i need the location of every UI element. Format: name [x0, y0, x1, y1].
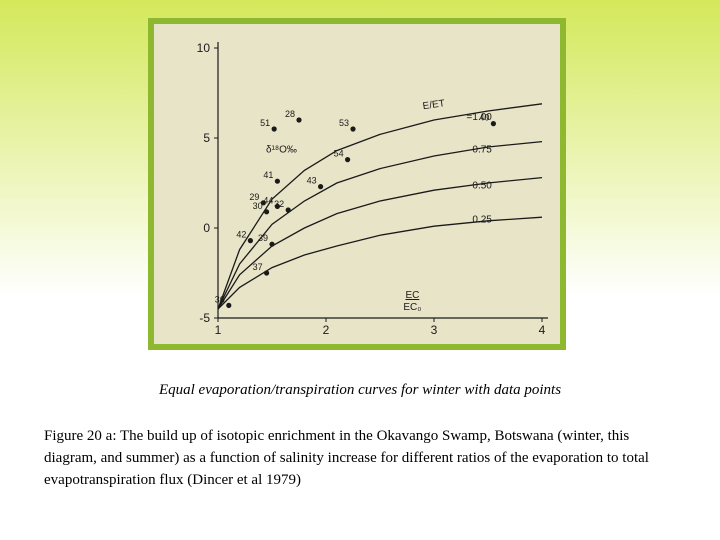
svg-text:40: 40	[479, 113, 489, 123]
svg-text:10: 10	[197, 41, 211, 55]
svg-text:30: 30	[253, 201, 263, 211]
svg-text:37: 37	[253, 262, 263, 272]
svg-text:5: 5	[203, 131, 210, 145]
svg-text:36: 36	[215, 294, 225, 304]
svg-text:43: 43	[307, 176, 317, 186]
svg-text:δ¹⁸O‰: δ¹⁸O‰	[266, 144, 297, 155]
svg-text:0.25: 0.25	[472, 215, 492, 226]
svg-text:1: 1	[215, 323, 222, 337]
svg-text:44: 44	[263, 195, 273, 205]
svg-text:0: 0	[203, 221, 210, 235]
svg-text:0.75: 0.75	[472, 144, 492, 155]
svg-text:2: 2	[323, 323, 330, 337]
svg-text:53: 53	[339, 118, 349, 128]
chart-frame: -505101234ECEC₀δ¹⁸O‰E/ET= 1.000.750.500.…	[148, 18, 566, 350]
svg-text:51: 51	[260, 118, 270, 128]
svg-text:3: 3	[431, 323, 438, 337]
chart-subtitle: Equal evaporation/transpiration curves f…	[0, 382, 720, 399]
svg-text:E/ET: E/ET	[422, 98, 446, 112]
svg-text:41: 41	[263, 170, 273, 180]
svg-text:32: 32	[274, 199, 284, 209]
svg-text:4: 4	[539, 323, 546, 337]
svg-text:39: 39	[258, 233, 268, 243]
svg-text:-5: -5	[199, 311, 210, 325]
figure-caption: Figure 20 a: The build up of isotopic en…	[44, 426, 676, 491]
chart: -505101234ECEC₀δ¹⁸O‰E/ET= 1.000.750.500.…	[160, 30, 554, 338]
svg-text:42: 42	[236, 230, 246, 240]
svg-text:54: 54	[334, 149, 344, 159]
svg-text:28: 28	[285, 109, 295, 119]
svg-text:EC₀: EC₀	[403, 302, 421, 313]
svg-text:0.50: 0.50	[472, 180, 492, 191]
svg-text:EC: EC	[405, 290, 419, 301]
